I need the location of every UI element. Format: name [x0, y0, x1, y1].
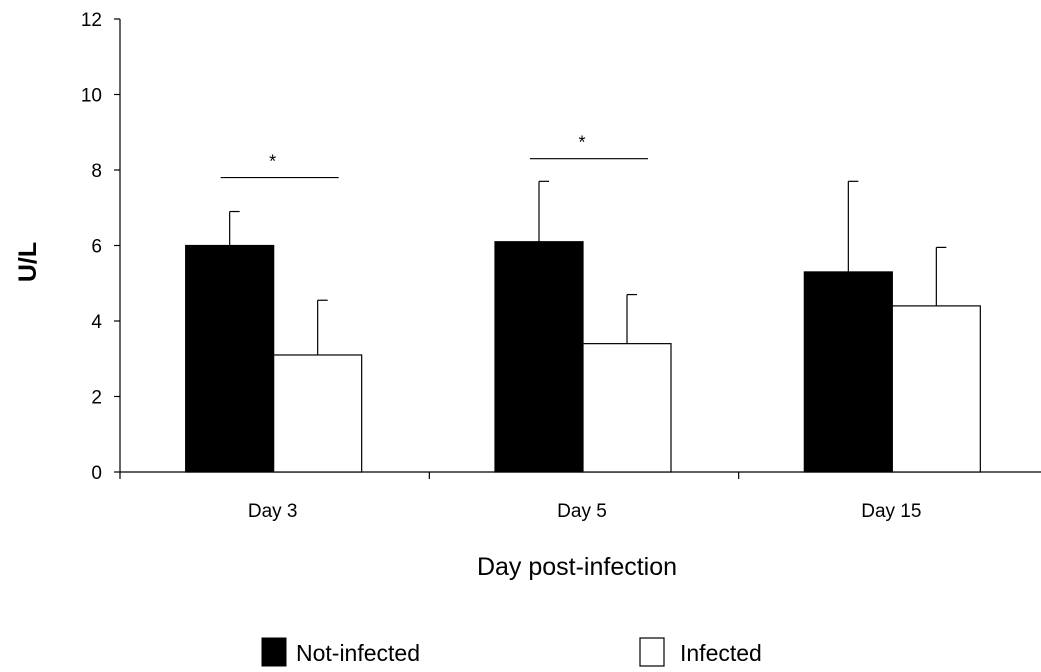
x-tick-label: Day 3: [248, 501, 298, 522]
bar-not-infected: [185, 244, 275, 473]
significance-asterisk: *: [269, 152, 276, 172]
x-axis-title: Day post-infection: [477, 553, 677, 581]
y-tick-label: 0: [91, 463, 102, 484]
significance-asterisk: *: [578, 133, 585, 153]
significance-markers: **: [220, 133, 648, 179]
y-tick-label: 10: [81, 86, 102, 107]
x-tick-label: Day 5: [557, 501, 607, 522]
legend-label-infected: Infected: [680, 640, 762, 666]
error-bars: [229, 180, 947, 355]
legend: Not-infected Infected: [261, 637, 762, 667]
legend-label-not-infected: Not-infected: [296, 640, 420, 666]
bar-infected: [582, 343, 672, 473]
bar-not-infected: [803, 271, 893, 473]
y-tick-label: 6: [91, 237, 102, 258]
y-tick-label: 12: [81, 10, 102, 31]
x-axis: Day 3 Day 5 Day 15: [119, 471, 1041, 522]
y-tick-label: 8: [91, 161, 102, 182]
bar-not-infected: [494, 241, 584, 473]
bar-infected: [891, 305, 981, 473]
x-tick-label: Day 15: [861, 501, 921, 522]
y-axis: 0 2 4 6 8 10 12: [81, 10, 121, 484]
bar-infected: [273, 354, 363, 473]
y-tick-label: 2: [91, 388, 102, 409]
legend-swatch-infected: [639, 637, 665, 667]
y-axis-title: U/L: [14, 242, 42, 282]
bars: [185, 241, 981, 473]
legend-swatch-not-infected: [261, 637, 287, 667]
y-tick-label: 4: [91, 312, 102, 333]
